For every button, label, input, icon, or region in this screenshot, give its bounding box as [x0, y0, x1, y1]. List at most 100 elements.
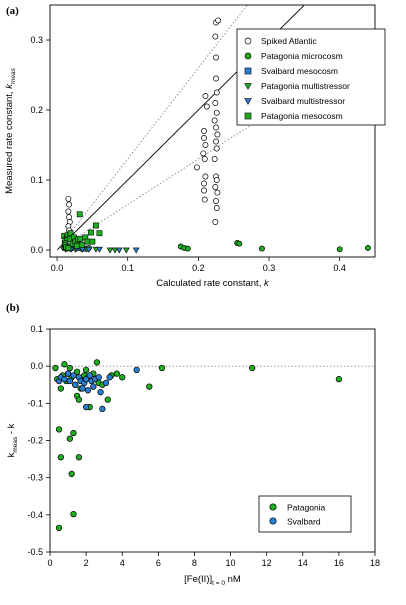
data-point	[211, 117, 218, 124]
y-tick-label-a: 0.1	[30, 175, 43, 185]
data-point	[213, 198, 219, 204]
data-point	[72, 381, 79, 388]
legend-label: Patagonia	[287, 503, 326, 513]
data-point	[213, 109, 220, 116]
legend-box	[258, 495, 352, 533]
data-point	[212, 33, 219, 40]
x-tick-label-a: 0.4	[333, 263, 346, 273]
legend-marker	[244, 52, 252, 60]
data-point	[213, 89, 220, 96]
data-point	[66, 201, 73, 208]
data-point	[214, 189, 221, 196]
y-tick-label-b: -0.5	[27, 547, 43, 557]
data-point	[158, 364, 166, 372]
data-point	[78, 242, 85, 248]
data-point	[213, 145, 220, 152]
chart-a: 0.0 0.1 0.2 0.3 0.4 0.0 0.1 0.2 0.3 Calculated ra…	[4, 4, 386, 289]
chart-b: 0 2 4 6 8 10 12 14 16 18 0.1 0.0 -0.1 -0.2 -0.3 -0.4 -0.…	[6, 324, 380, 587]
data-point	[57, 385, 64, 392]
y-tick-label-b: -0.4	[27, 510, 43, 520]
x-axis-label-a: Calculated rate constant, k	[156, 278, 270, 289]
plot-area-b	[50, 359, 375, 531]
data-point	[66, 435, 74, 442]
data-point	[55, 426, 63, 433]
legend-label: Spiked Atlantic	[261, 36, 318, 46]
data-point	[122, 247, 130, 254]
x-tick-label-a: 0.2	[192, 263, 205, 273]
data-point	[201, 187, 207, 194]
y-tick-label-b: -0.2	[27, 436, 43, 446]
data-point	[249, 364, 256, 372]
y-tick-label-b: -0.3	[27, 473, 43, 483]
legend-marker	[269, 503, 277, 511]
legend-b: Patagonia Svalbard	[258, 495, 352, 533]
data-point	[95, 374, 102, 381]
legend-marker	[244, 98, 252, 105]
data-point	[201, 156, 208, 162]
data-point	[201, 180, 207, 187]
data-point	[82, 376, 90, 383]
data-point	[88, 229, 94, 236]
plot-area-a	[56, 5, 375, 254]
data-point	[96, 230, 103, 237]
x-tick-label-a: 0.1	[121, 263, 134, 273]
data-point	[111, 247, 119, 254]
data-point	[194, 164, 200, 171]
data-point	[213, 124, 219, 131]
data-point	[119, 374, 126, 381]
data-point	[202, 142, 209, 148]
data-point	[68, 470, 75, 478]
data-point	[336, 246, 343, 253]
y-tick-label-a: 0.2	[30, 105, 43, 115]
data-point	[106, 374, 113, 381]
data-point	[236, 240, 243, 247]
legend-label: Patagonia multistressor	[261, 81, 350, 91]
data-point	[113, 370, 120, 377]
data-point	[82, 366, 90, 374]
y-tick-label-a: 0.3	[30, 35, 43, 45]
y-axis-label-b: kmeas - k	[6, 423, 19, 457]
y-tick-label-b: 0.0	[30, 361, 43, 371]
legend-marker	[244, 67, 252, 75]
data-point	[65, 208, 72, 215]
data-point	[132, 247, 140, 254]
legend-box	[236, 28, 386, 126]
data-point	[79, 385, 86, 392]
data-point	[212, 100, 219, 106]
x-tick-label-a: 0.3	[263, 263, 276, 273]
data-point	[102, 379, 110, 387]
data-point	[213, 177, 220, 183]
data-point	[202, 93, 209, 99]
legend-marker	[269, 517, 277, 525]
y-axis-label-a: Measured rate constant, kmeas	[4, 67, 17, 193]
data-point	[99, 405, 106, 413]
data-point	[52, 364, 59, 372]
x-tick-label-b: 8	[192, 558, 197, 568]
data-point	[259, 245, 265, 252]
data-point	[85, 246, 93, 253]
data-point	[213, 75, 219, 82]
data-point	[61, 361, 68, 368]
data-point	[97, 389, 104, 396]
legend-label: Svalbard multistressor	[261, 96, 345, 106]
legend-label: Patagonia mesocosm	[261, 111, 343, 121]
data-point	[201, 196, 208, 203]
panel-b-label: (b)	[6, 302, 20, 314]
data-point	[213, 54, 219, 61]
data-point	[73, 242, 80, 249]
data-point	[64, 370, 72, 377]
data-point	[213, 205, 220, 211]
x-tick-label-b: 2	[84, 558, 89, 568]
data-point	[70, 510, 77, 518]
data-point	[104, 396, 111, 403]
data-point	[73, 368, 81, 375]
x-tick-label-b: 18	[370, 558, 380, 568]
data-point	[70, 429, 77, 437]
legend-label: Patagonia microcosm	[261, 51, 343, 61]
panel-a-label: (a)	[6, 5, 19, 17]
data-point	[96, 246, 103, 253]
data-point	[212, 184, 219, 190]
legend-a: Spiked Atlantic Patagonia microcosm Svalba…	[236, 28, 386, 126]
data-point	[201, 128, 207, 134]
plot-frame-a	[49, 4, 376, 258]
